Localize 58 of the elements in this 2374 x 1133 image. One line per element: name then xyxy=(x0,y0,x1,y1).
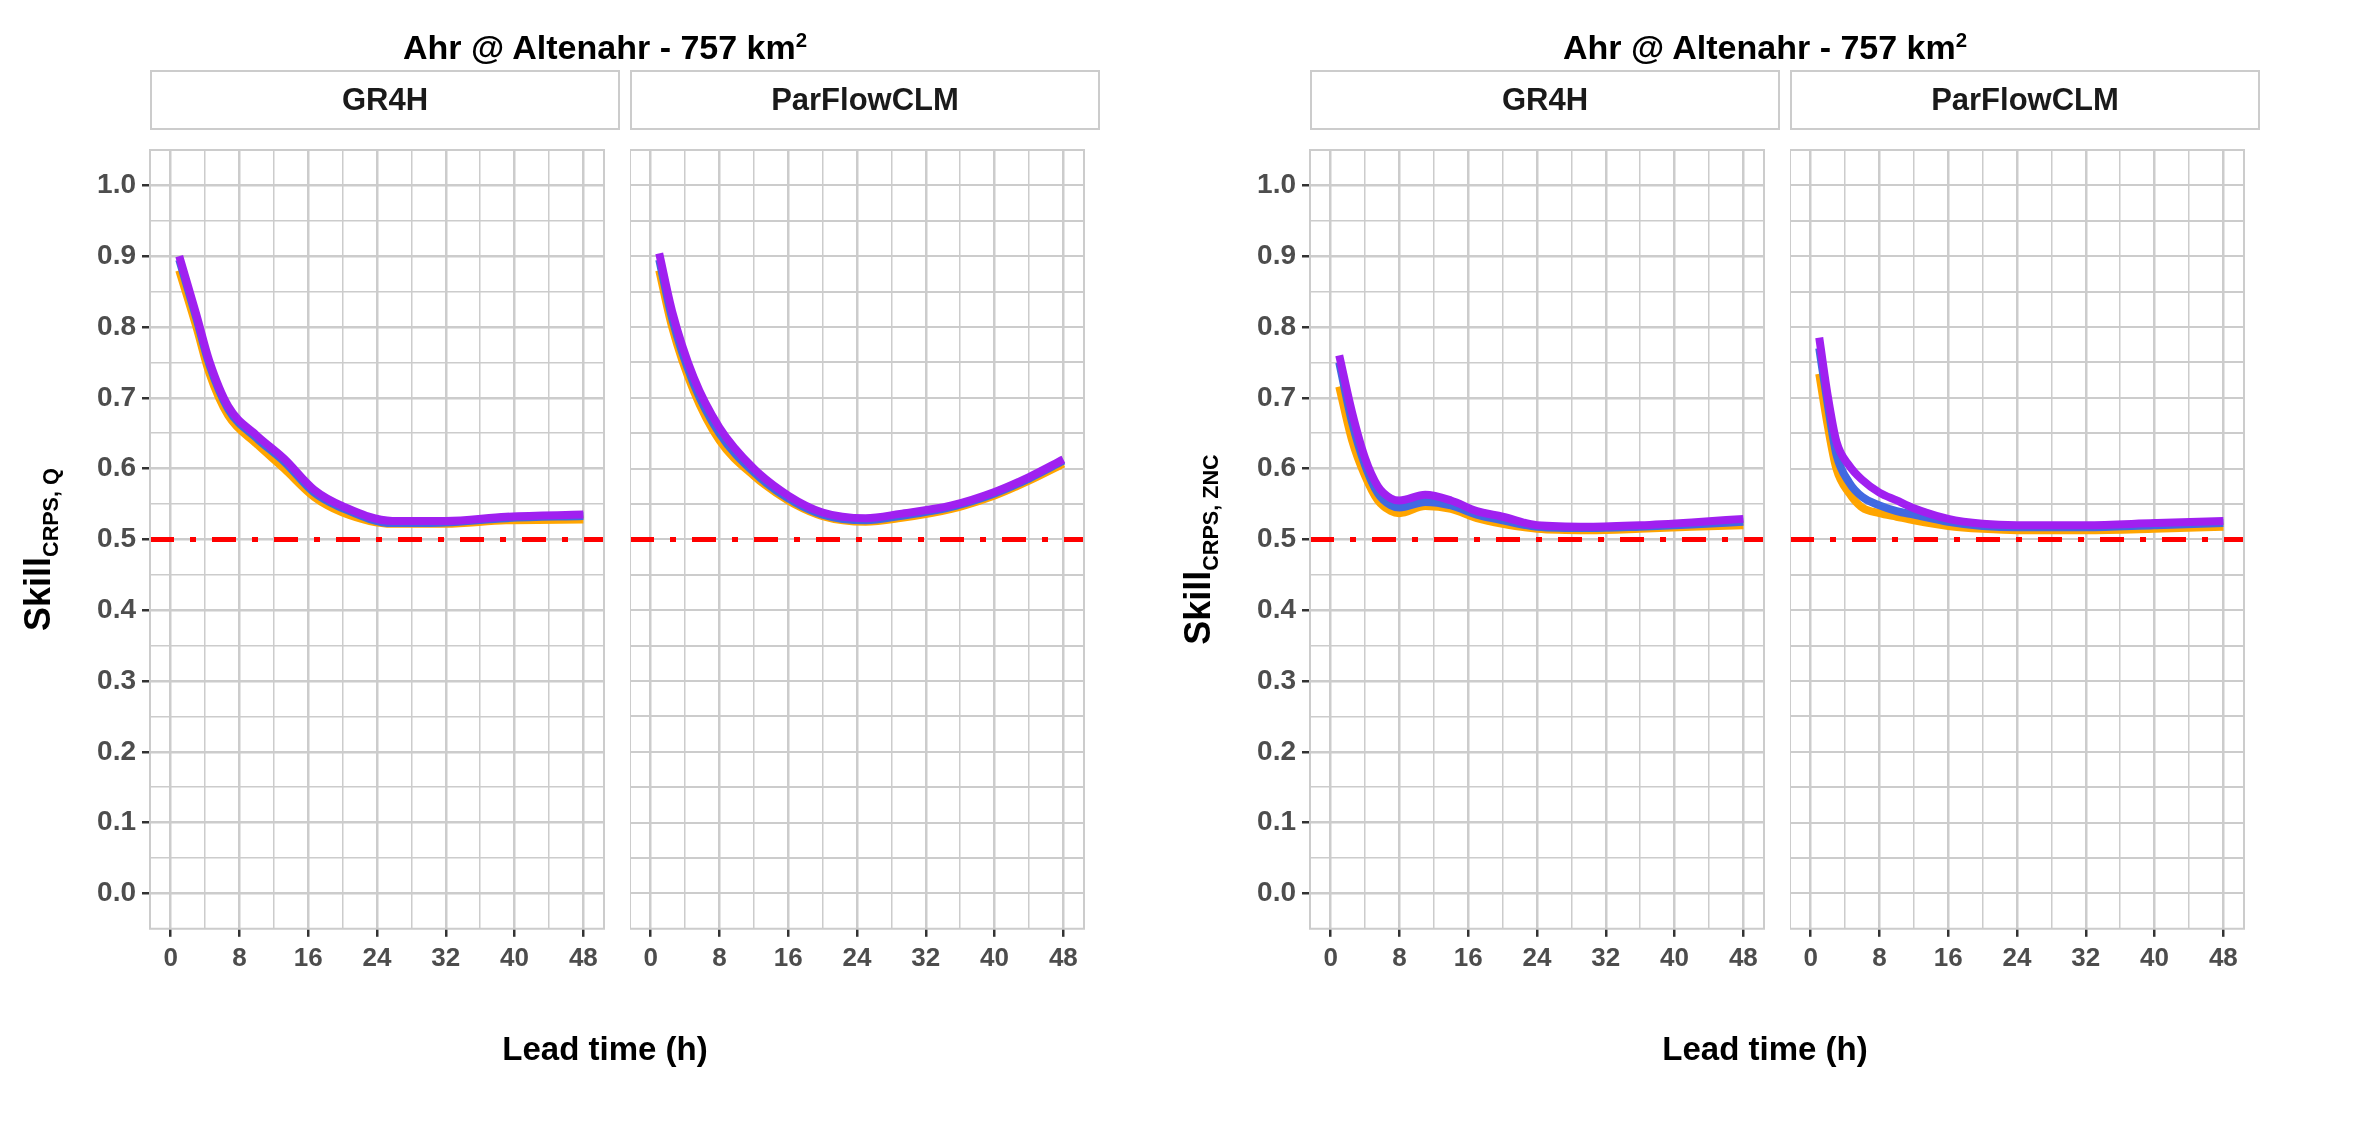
x-tick-label: 8 xyxy=(712,941,727,972)
chart-subtitle: GR4H xyxy=(1310,70,1780,130)
x-tick-label: 8 xyxy=(1392,941,1407,972)
y-tick-label: 0.1 xyxy=(97,805,136,837)
chart-subtitle: ParFlowCLM xyxy=(630,70,1100,130)
y-tick-label: 0.6 xyxy=(97,451,136,483)
y-tick-label: 0.5 xyxy=(1257,522,1296,554)
y-tick-label: 0.8 xyxy=(97,309,136,341)
y-tick-label: 0.4 xyxy=(97,592,137,624)
x-tick-label: 8 xyxy=(1872,941,1887,972)
x-tick-label: 40 xyxy=(1660,941,1690,972)
y-tick-label: 0.2 xyxy=(97,734,136,766)
x-axis-title: Lead time (h) xyxy=(501,1030,709,1068)
x-tick-label: 40 xyxy=(2140,941,2170,972)
x-tick-label: 32 xyxy=(911,941,941,972)
y-tick-label: 0.8 xyxy=(1257,309,1296,341)
y-tick-label: 0.3 xyxy=(97,663,136,695)
x-tick-label: 32 xyxy=(431,941,461,972)
x-tick-label: 0 xyxy=(643,941,658,972)
x-tick-label: 0 xyxy=(1803,941,1818,972)
chart-title: Ahr @ Altenahr - 757 km$^{2}$ xyxy=(1561,27,1969,69)
y-tick-label: 0.6 xyxy=(1257,451,1296,483)
chart-title: Ahr @ Altenahr - 757 km$^{2}$ xyxy=(401,27,809,69)
x-tick-label: 24 xyxy=(842,941,872,972)
y-tick-label: 0.7 xyxy=(97,380,136,412)
x-tick-label: 48 xyxy=(1728,941,1758,972)
y-tick-label: 0.0 xyxy=(1257,876,1296,908)
y-tick-label: 0.3 xyxy=(1257,663,1296,695)
chart-subtitle: GR4H xyxy=(150,70,620,130)
x-tick-label: 16 xyxy=(773,941,803,972)
x-tick-label: 48 xyxy=(1048,941,1078,972)
x-tick-label: 16 xyxy=(1453,941,1483,972)
y-tick-label: 0.1 xyxy=(1257,805,1296,837)
x-tick-label: 24 xyxy=(1522,941,1552,972)
x-tick-label: 40 xyxy=(980,941,1010,972)
chart-subtitle: ParFlowCLM xyxy=(1790,70,2260,130)
x-tick-label: 32 xyxy=(2071,941,2101,972)
y-tick-label: 0.0 xyxy=(97,876,136,908)
y-tick-label: 1.0 xyxy=(1257,168,1296,200)
x-tick-label: 16 xyxy=(293,941,323,972)
x-tick-label: 32 xyxy=(1591,941,1621,972)
x-tick-label: 8 xyxy=(232,941,247,972)
x-tick-label: 16 xyxy=(1933,941,1963,972)
y-tick-label: 0.7 xyxy=(1257,380,1296,412)
y-tick-label: 0.9 xyxy=(1257,238,1296,270)
y-tick-label: 1.0 xyxy=(97,168,136,200)
x-tick-label: 48 xyxy=(568,941,598,972)
y-tick-label: 0.2 xyxy=(1257,734,1296,766)
x-tick-label: 48 xyxy=(2208,941,2238,972)
x-tick-label: 24 xyxy=(362,941,392,972)
y-tick-label: 0.4 xyxy=(1257,592,1297,624)
y-tick-label: 0.5 xyxy=(97,522,136,554)
x-axis-title: Lead time (h) xyxy=(1661,1030,1869,1068)
x-tick-label: 40 xyxy=(500,941,530,972)
x-tick-label: 0 xyxy=(1323,941,1338,972)
x-tick-label: 24 xyxy=(2002,941,2032,972)
x-tick-label: 0 xyxy=(163,941,178,972)
y-tick-label: 0.9 xyxy=(97,238,136,270)
